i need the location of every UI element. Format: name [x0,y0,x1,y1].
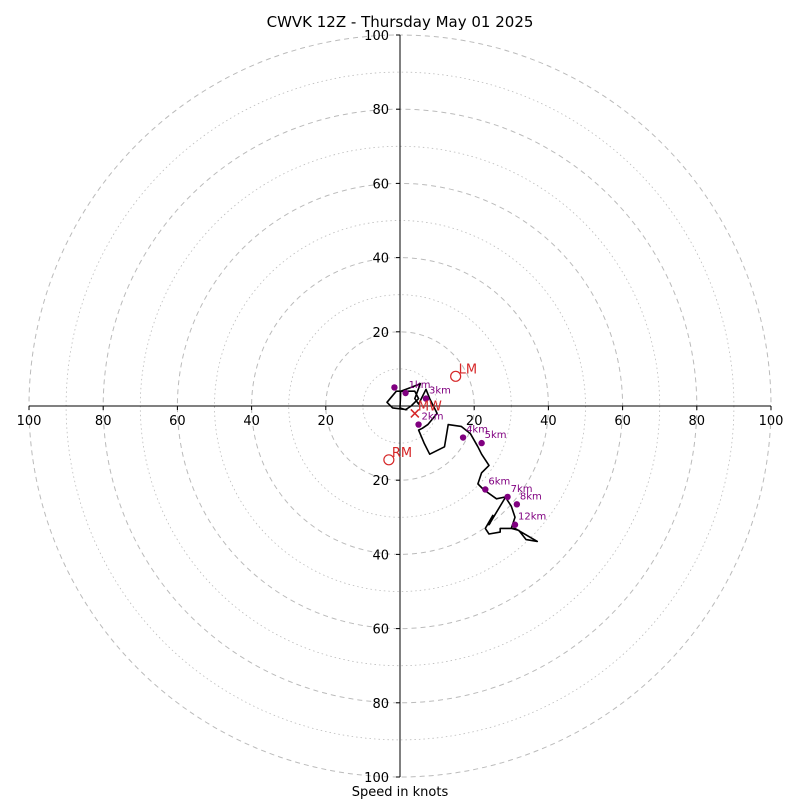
height-marker-label: 6km [488,476,510,487]
x-axis-label: Speed in knots [352,785,449,800]
height-marker-point [415,421,422,428]
height-marker-label: 8km [520,491,542,502]
x-tick-label: 100 [759,414,784,429]
storm-marker-label: RM [392,446,412,461]
height-marker-label: 1km [409,380,431,391]
height-marker-point [422,395,430,402]
y-tick-label: 80 [372,697,389,712]
height-marker-label: 3km [429,386,451,397]
hodograph-series [386,382,539,543]
x-tick-label: 60 [614,414,631,429]
y-tick-label: 20 [372,474,389,489]
x-tick-label: 20 [318,414,335,429]
x-tick-label: 80 [689,414,706,429]
height-marker-point [511,521,519,528]
axes: 100 80 60 40 20 20 40 60 80 100 100 80 60 40 20 20 40 60 8… [17,29,784,786]
height-marker-label: 7km [511,484,533,495]
x-tick-label: 60 [169,414,186,429]
height-marker-point [402,389,409,397]
y-tick-label: 100 [364,771,389,786]
x-tick-label: 40 [243,414,260,429]
x-tick-label: 20 [466,414,483,429]
height-marker-point [482,486,489,493]
height-marker-label: 4km [466,425,488,436]
storm-marker-label: LM [459,362,477,377]
storm-marker-symbol [410,408,420,418]
y-tick-label: 100 [364,29,389,44]
x-tick-label: 100 [17,414,42,429]
storm-marker-symbol [450,370,462,382]
hodograph-line [386,382,539,543]
y-tick-label: 20 [372,326,389,341]
height-marker-point [504,493,511,501]
y-tick-label: 60 [372,177,389,192]
y-tick-label: 60 [372,623,389,638]
storm-markers: LM MW RM [383,362,477,466]
x-tick-label: 40 [540,414,557,429]
height-marker-point [513,501,521,508]
y-tick-label: 80 [372,103,389,118]
height-marker-point [478,439,485,447]
y-tick-label: 40 [372,252,389,267]
y-tick-label: 40 [372,548,389,563]
storm-marker-label: MW [418,399,442,414]
height-marker-label: 12km [518,512,546,523]
height-marker-point [459,434,467,441]
height-marker-label: 5km [485,430,507,441]
storm-marker-symbol [383,454,395,466]
x-tick-label: 80 [95,414,112,429]
height-marker-label: 2km [422,412,444,423]
height-marker-point [391,384,398,391]
chart-title: CWVK 12Z - Thursday May 01 2025 [267,13,534,31]
